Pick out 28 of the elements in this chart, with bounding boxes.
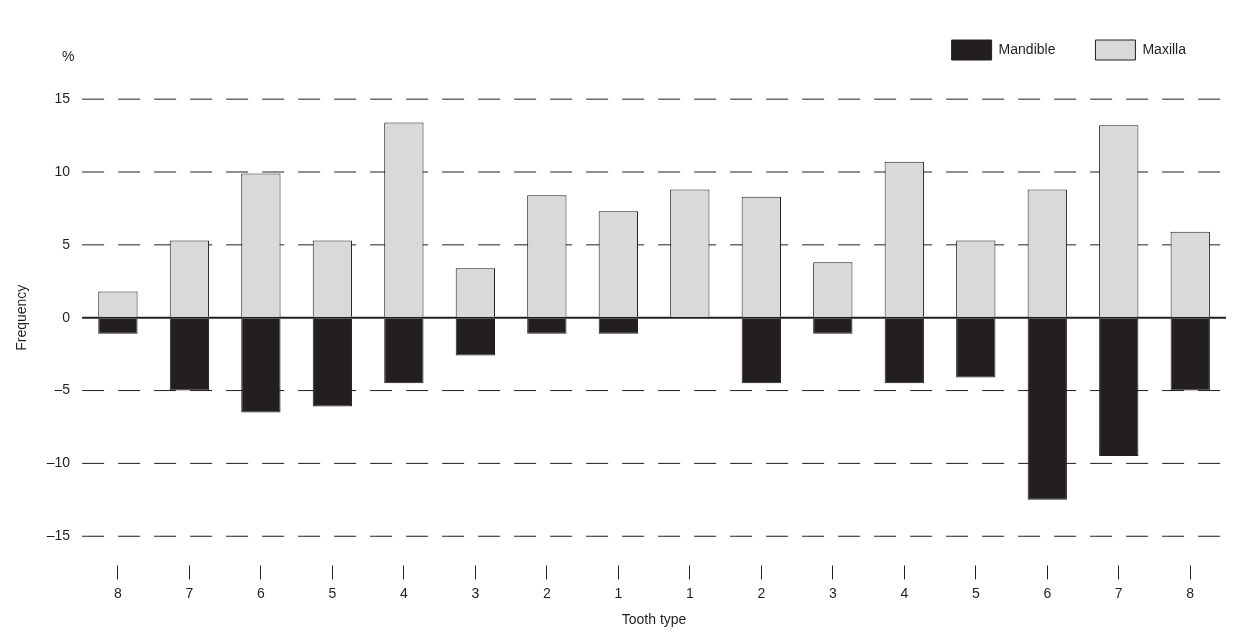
y-tick-label: 10 xyxy=(54,162,71,179)
y-tick-label: 5 xyxy=(62,235,71,252)
x-tick-label: 7 xyxy=(185,584,194,601)
legend-label: Mandible xyxy=(998,40,1056,57)
y-tick-label: –5 xyxy=(54,381,71,398)
x-tick-label: 5 xyxy=(328,584,337,601)
x-tick-label: 3 xyxy=(471,584,480,601)
y-axis-title: Frequency xyxy=(13,284,30,351)
y-tick-label: –10 xyxy=(46,454,71,471)
x-tick-label: 7 xyxy=(1114,584,1123,601)
text: % xyxy=(61,47,75,64)
x-tick-label: 2 xyxy=(542,584,551,601)
x-tick-label: 6 xyxy=(1043,584,1052,601)
y-tick-label: 0 xyxy=(62,308,71,325)
x-tick-label: 1 xyxy=(614,584,623,601)
x-tick-label: 3 xyxy=(828,584,837,601)
x-tick-label: 4 xyxy=(900,584,909,601)
legend-label: Maxilla xyxy=(1142,40,1187,57)
x-tick-label: 4 xyxy=(399,584,408,601)
y-tick-label: –15 xyxy=(46,527,71,544)
x-tick-label: 6 xyxy=(256,584,265,601)
x-tick-label: 1 xyxy=(685,584,694,601)
y-tick-label: 15 xyxy=(54,90,71,106)
x-tick-label: 8 xyxy=(1186,584,1195,601)
x-tick-label: 2 xyxy=(757,584,766,601)
x-axis-title: Tooth type xyxy=(621,611,687,628)
x-tick-label: 5 xyxy=(971,584,980,601)
x-tick-label: 8 xyxy=(114,584,123,601)
